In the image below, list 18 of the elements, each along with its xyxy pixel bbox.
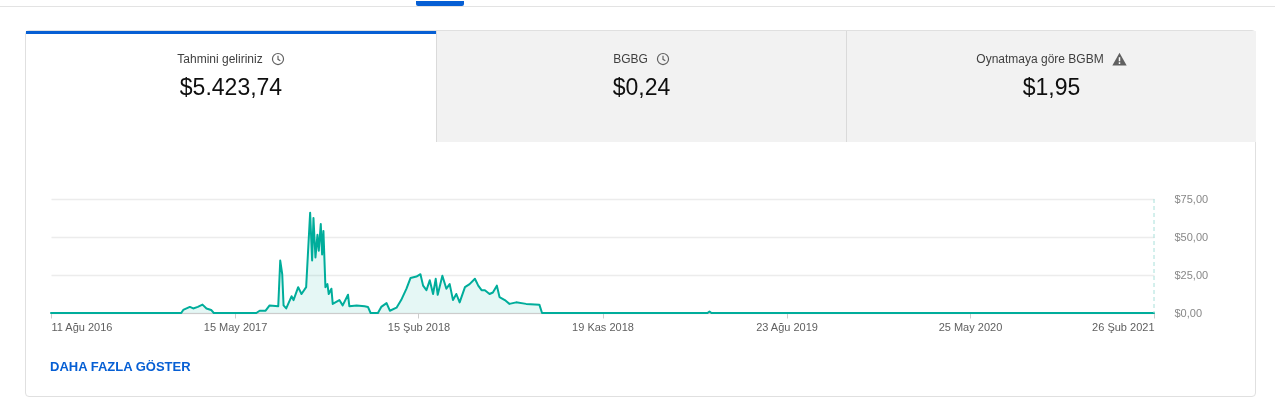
text: $0,24 bbox=[611, 73, 672, 101]
text: Tahmini geliriniz bbox=[177, 52, 263, 66]
x-tick-label: 25 May 2020 bbox=[938, 320, 1003, 333]
y-tick-label: $50,00 bbox=[1174, 230, 1209, 243]
x-tick-label: 19 Kas 2018 bbox=[572, 320, 634, 333]
text: BGBG bbox=[613, 52, 648, 66]
x-tick-label: 26 Şub 2021 bbox=[1092, 320, 1155, 333]
text: Oynatmaya göre BGBM bbox=[976, 52, 1104, 66]
text: DAHA FAZLA GÖSTER bbox=[50, 359, 191, 375]
x-tick-label: 15 Şub 2018 bbox=[387, 320, 451, 333]
y-tick-label: $25,00 bbox=[1174, 268, 1209, 281]
x-tick-label: 23 Ağu 2019 bbox=[756, 320, 818, 333]
y-tick-label: $75,00 bbox=[1174, 192, 1209, 205]
text: $1,95 bbox=[1021, 73, 1082, 101]
y-tick-label: $0,00 bbox=[1174, 306, 1203, 319]
x-tick-label: 15 May 2017 bbox=[203, 320, 268, 333]
text: $5.423,74 bbox=[178, 73, 284, 101]
x-tick-label: 11 Ağu 2016 bbox=[51, 320, 113, 333]
